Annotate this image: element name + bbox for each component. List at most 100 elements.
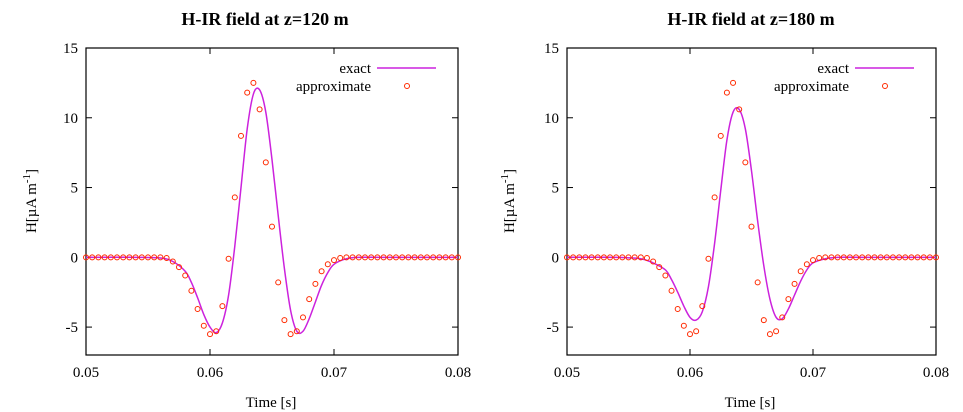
left-y-axis-label-sup: -1	[21, 174, 33, 183]
right-approximate-point	[582, 254, 589, 261]
right-approximate-point	[810, 257, 816, 264]
left-legend-exact-label: exact	[339, 61, 371, 77]
right-x-tick-label: 0.07	[800, 365, 827, 381]
right-approximate-point	[871, 254, 878, 261]
right-approximate-point	[680, 322, 687, 329]
left-approximate-point	[430, 254, 437, 261]
right-approximate-point	[748, 223, 755, 230]
left-approximate-point	[337, 255, 344, 262]
left-approximate-point	[145, 254, 151, 261]
right-approximate-point	[742, 159, 749, 166]
right-approximate-point	[656, 264, 663, 271]
right-plot-frame	[566, 47, 937, 356]
right-approximate-point	[607, 254, 614, 261]
left-approximate-point	[331, 257, 337, 264]
right-approximate-point	[920, 254, 927, 261]
left-approximate-point	[83, 254, 89, 261]
left-approximate-point	[126, 254, 133, 261]
left-approximate-point	[324, 261, 331, 268]
left-y-tick-label: 15	[63, 41, 78, 57]
right-approximate-point	[779, 314, 786, 321]
right-approximate-point	[693, 328, 700, 335]
right-approximate-point	[723, 89, 730, 96]
right-approximate-point	[711, 194, 718, 201]
left-approximate-point	[424, 254, 430, 261]
left-approximate-point	[107, 254, 114, 261]
right-approximate-point	[717, 132, 724, 139]
right-approximate-point	[668, 287, 675, 294]
left-approximate-point	[287, 331, 294, 338]
left-approximate-point	[163, 255, 170, 262]
left-chart-title: H-IR field at z=120 m	[181, 9, 348, 29]
right-approximate-point	[914, 254, 921, 261]
left-approximate-point	[207, 331, 213, 338]
left-approximate-point	[200, 322, 207, 329]
right-approximate-point	[687, 331, 693, 338]
left-approximate-point	[114, 254, 120, 261]
left-y-ticks: -5 0 5 10 15	[63, 41, 458, 336]
right-approximate-point	[803, 261, 810, 268]
left-approximate-point	[318, 268, 325, 275]
left-approximate-point	[231, 194, 238, 201]
left-y-tick-label: -5	[66, 320, 79, 336]
right-legend-approximate-marker	[882, 83, 888, 89]
left-approximate-point	[380, 254, 387, 261]
left-approximate-point	[436, 254, 443, 261]
left-approximate-point	[355, 254, 362, 261]
right-y-ticks: -5 0 5 10 15	[544, 41, 936, 336]
right-approximate-point	[576, 254, 583, 261]
right-approximate-point	[631, 254, 638, 261]
right-approximate-point	[853, 254, 860, 261]
right-approximate-point	[865, 254, 872, 261]
left-approximate-point	[455, 254, 461, 261]
left-x-tick-label: 0.07	[321, 365, 348, 381]
left-approximate-point	[101, 254, 108, 261]
left-approximate-point	[411, 254, 418, 261]
right-exact-curve	[566, 106, 936, 322]
left-approximate-point	[225, 255, 232, 262]
left-approximate-point	[169, 258, 176, 265]
right-approximate-point	[846, 254, 853, 261]
right-approximate-point	[613, 254, 620, 261]
right-approximate-point	[896, 254, 903, 261]
left-approximate-point	[120, 254, 127, 261]
left-approximate-point	[293, 328, 300, 335]
left-approximate-point	[343, 254, 350, 261]
right-series	[564, 79, 939, 338]
left-approximate-point	[281, 317, 288, 324]
right-x-tick-label: 0.05	[554, 365, 580, 381]
left-approximate-point	[362, 254, 368, 261]
left-approximate-point	[188, 287, 195, 294]
left-exact-curve	[85, 87, 458, 335]
left-approximate-point	[250, 79, 257, 86]
right-y-tick-label: 10	[544, 111, 559, 127]
left-approximate-point	[182, 272, 189, 279]
right-approximate-point	[785, 296, 792, 303]
left-approximate-point	[213, 328, 220, 335]
right-legend-approximate-label: approximate	[774, 79, 849, 95]
right-approximate-point	[705, 255, 712, 262]
right-y-tick-label: -5	[547, 320, 560, 336]
right-approximate-point	[840, 254, 847, 261]
right-approximate-point	[736, 106, 743, 113]
right-approximate-point	[822, 254, 829, 261]
left-approximate-point	[194, 305, 201, 312]
right-approximate-point	[625, 254, 632, 261]
right-chart-title: H-IR field at z=180 m	[667, 9, 834, 29]
right-approximate-point	[730, 79, 737, 86]
left-approximate-point	[262, 159, 269, 166]
left-x-tick-label: 0.08	[445, 365, 471, 381]
right-approximate-point	[564, 254, 570, 261]
right-y-axis-label: H[µA m-1]	[499, 169, 518, 233]
left-y-axis-label: H[µA m-1]	[21, 169, 40, 233]
left-y-axis-label-close: ]	[24, 169, 40, 174]
left-plot-frame	[85, 47, 459, 356]
right-approximate-point	[650, 258, 657, 265]
right-approximate-point	[773, 328, 780, 335]
left-approximate-point	[399, 254, 406, 261]
right-approximate-point	[816, 255, 823, 262]
left-approximate-point	[269, 223, 275, 230]
right-y-tick-label: 5	[552, 181, 560, 197]
